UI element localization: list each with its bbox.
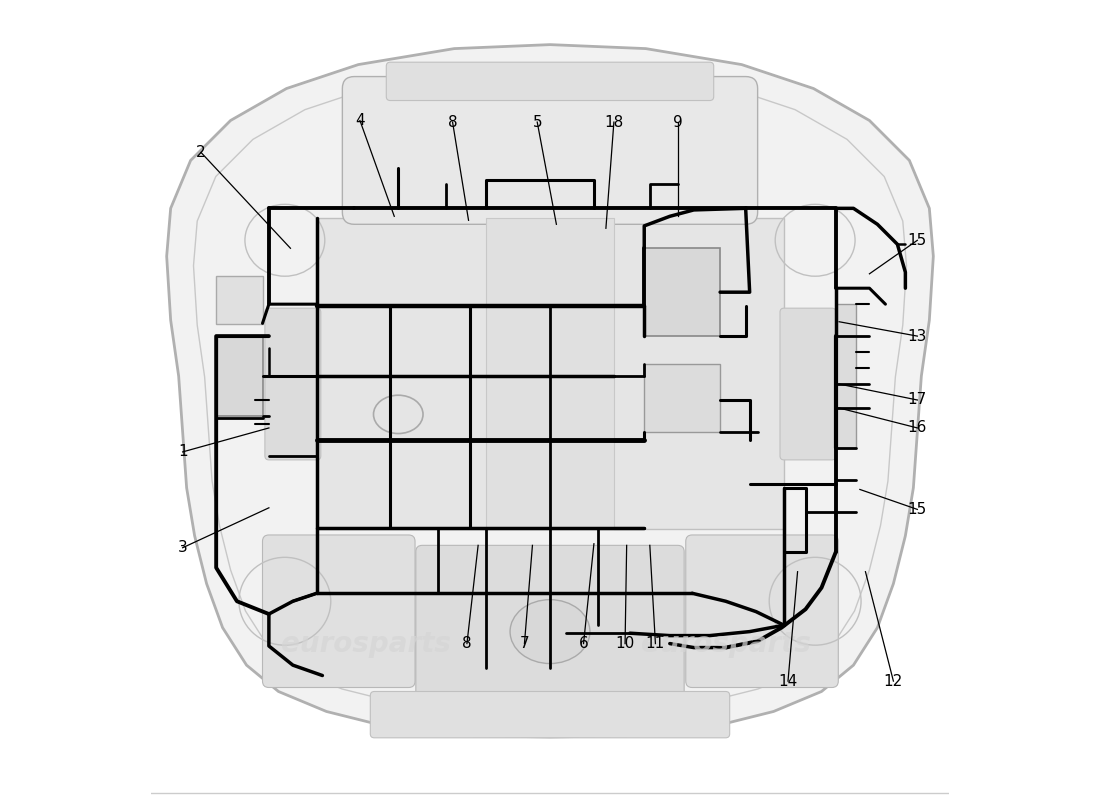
Text: eurosparts: eurosparts [282, 630, 451, 658]
Text: 2: 2 [196, 145, 206, 160]
FancyBboxPatch shape [486, 218, 614, 530]
Text: 12: 12 [883, 674, 903, 689]
FancyBboxPatch shape [317, 218, 784, 530]
Text: 3: 3 [178, 540, 187, 555]
Text: 18: 18 [604, 114, 624, 130]
Text: 14: 14 [779, 674, 798, 689]
Text: 6: 6 [579, 636, 588, 651]
Text: 10: 10 [615, 636, 635, 651]
Text: 17: 17 [908, 393, 927, 407]
Text: 5: 5 [532, 114, 542, 130]
Text: 15: 15 [908, 233, 927, 248]
Text: 8: 8 [448, 114, 458, 130]
FancyBboxPatch shape [342, 77, 758, 224]
Text: 15: 15 [908, 502, 927, 517]
FancyBboxPatch shape [386, 62, 714, 101]
FancyBboxPatch shape [263, 535, 415, 687]
Text: 11: 11 [646, 636, 666, 651]
Text: eurosparts: eurosparts [641, 630, 811, 658]
Text: 8: 8 [462, 636, 472, 651]
FancyBboxPatch shape [217, 276, 263, 324]
FancyBboxPatch shape [645, 364, 720, 432]
FancyBboxPatch shape [645, 248, 720, 336]
FancyBboxPatch shape [217, 336, 263, 416]
Text: 16: 16 [908, 421, 927, 435]
FancyBboxPatch shape [780, 308, 836, 460]
Ellipse shape [510, 600, 590, 663]
FancyBboxPatch shape [371, 691, 729, 738]
FancyBboxPatch shape [836, 304, 856, 448]
Text: 13: 13 [908, 329, 927, 344]
Text: 7: 7 [519, 636, 529, 651]
Polygon shape [167, 45, 933, 737]
FancyBboxPatch shape [685, 535, 838, 687]
FancyBboxPatch shape [416, 546, 684, 726]
Text: 1: 1 [178, 445, 187, 459]
Text: 4: 4 [355, 113, 365, 128]
FancyBboxPatch shape [265, 308, 321, 460]
Text: 9: 9 [673, 114, 683, 130]
